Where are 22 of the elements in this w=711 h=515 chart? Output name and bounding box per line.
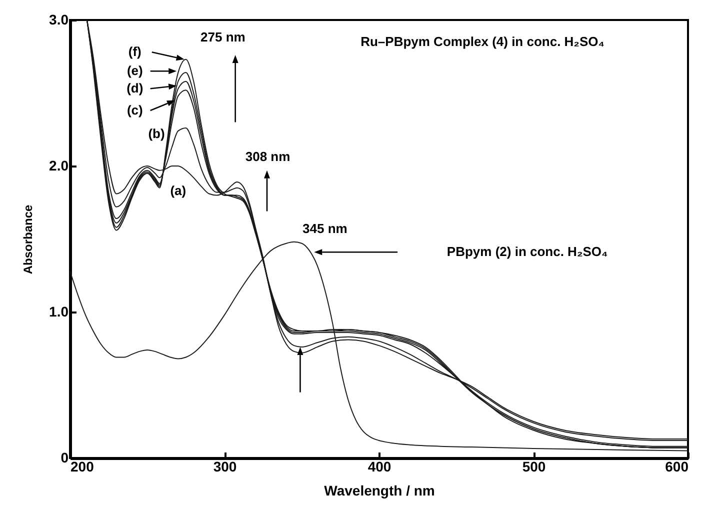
x-tick-label: 300: [213, 458, 237, 474]
y-tick-label: 3.0: [49, 12, 69, 28]
y-tick-label: 2.0: [49, 158, 69, 174]
annotation: 345 nm: [302, 220, 348, 236]
x-tick-label: 500: [522, 458, 546, 474]
annotation: (f): [128, 44, 142, 60]
annotation: (e): [126, 63, 143, 78]
annotation: Ru–PBpym Complex (4) in conc. H₂SO₄: [360, 34, 604, 49]
annotation: (c): [126, 102, 143, 118]
y-axis-title: Absorbance: [21, 204, 36, 274]
annotation: 308 nm: [245, 149, 290, 164]
annotation: (d): [126, 80, 144, 96]
x-tick-label: 600: [665, 458, 689, 474]
x-tick-label: 200: [70, 458, 94, 474]
x-tick-label: 400: [368, 458, 392, 474]
annotation: PBpym (2) in conc. H₂SO₄: [446, 244, 608, 260]
x-axis-title: Wavelength / nm: [324, 482, 435, 498]
annotation: (a): [170, 182, 186, 198]
annotation: (b): [148, 126, 165, 141]
annotation: 275 nm: [200, 30, 246, 45]
y-tick-label: 1.0: [49, 304, 69, 320]
y-tick-label: 0: [60, 450, 69, 466]
